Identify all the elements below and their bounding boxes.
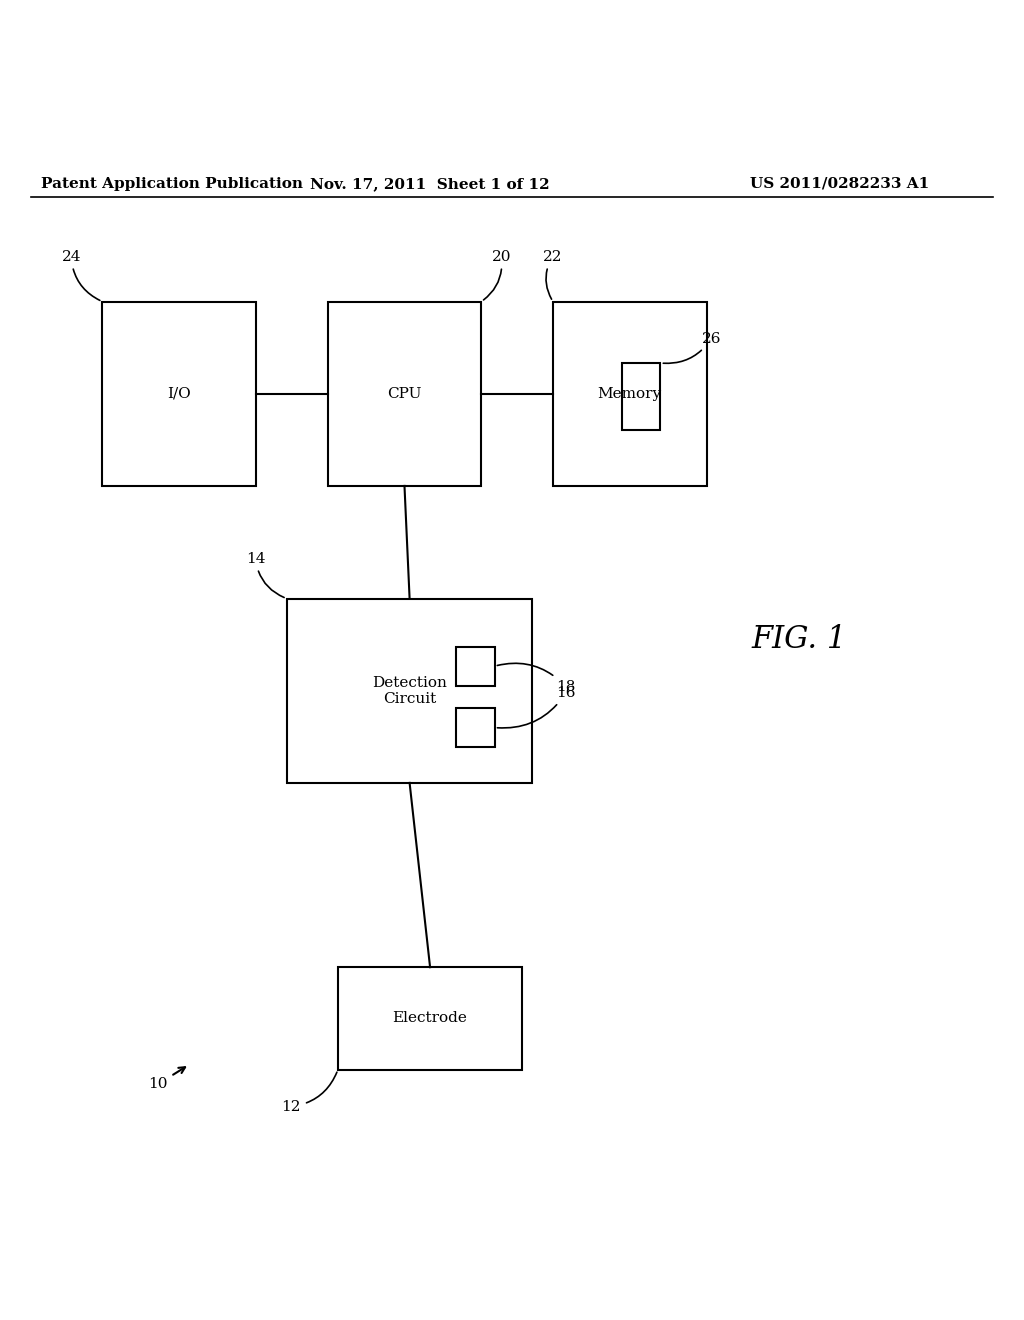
Text: 24: 24 <box>61 249 100 301</box>
Text: CPU: CPU <box>387 387 422 401</box>
Text: 14: 14 <box>246 552 284 598</box>
Bar <box>287 598 532 783</box>
Bar <box>456 708 495 747</box>
Bar <box>553 301 707 486</box>
Bar <box>102 301 256 486</box>
Text: 20: 20 <box>483 249 511 300</box>
Text: Patent Application Publication: Patent Application Publication <box>41 177 303 191</box>
Text: 22: 22 <box>543 249 562 300</box>
Text: Electrode: Electrode <box>392 1011 468 1026</box>
Bar <box>456 647 495 685</box>
Text: FIG. 1: FIG. 1 <box>751 624 847 655</box>
Bar <box>338 968 522 1069</box>
Bar <box>328 301 481 486</box>
Text: Detection
Circuit: Detection Circuit <box>372 676 447 706</box>
Text: 16: 16 <box>498 686 575 727</box>
Text: I/O: I/O <box>167 387 191 401</box>
Text: 26: 26 <box>664 331 721 363</box>
Text: 18: 18 <box>498 663 575 694</box>
Bar <box>622 363 660 429</box>
Text: US 2011/0282233 A1: US 2011/0282233 A1 <box>750 177 930 191</box>
Text: Nov. 17, 2011  Sheet 1 of 12: Nov. 17, 2011 Sheet 1 of 12 <box>310 177 550 191</box>
Text: 10: 10 <box>148 1067 185 1092</box>
Text: Memory: Memory <box>598 387 662 401</box>
Text: 12: 12 <box>282 1072 337 1114</box>
